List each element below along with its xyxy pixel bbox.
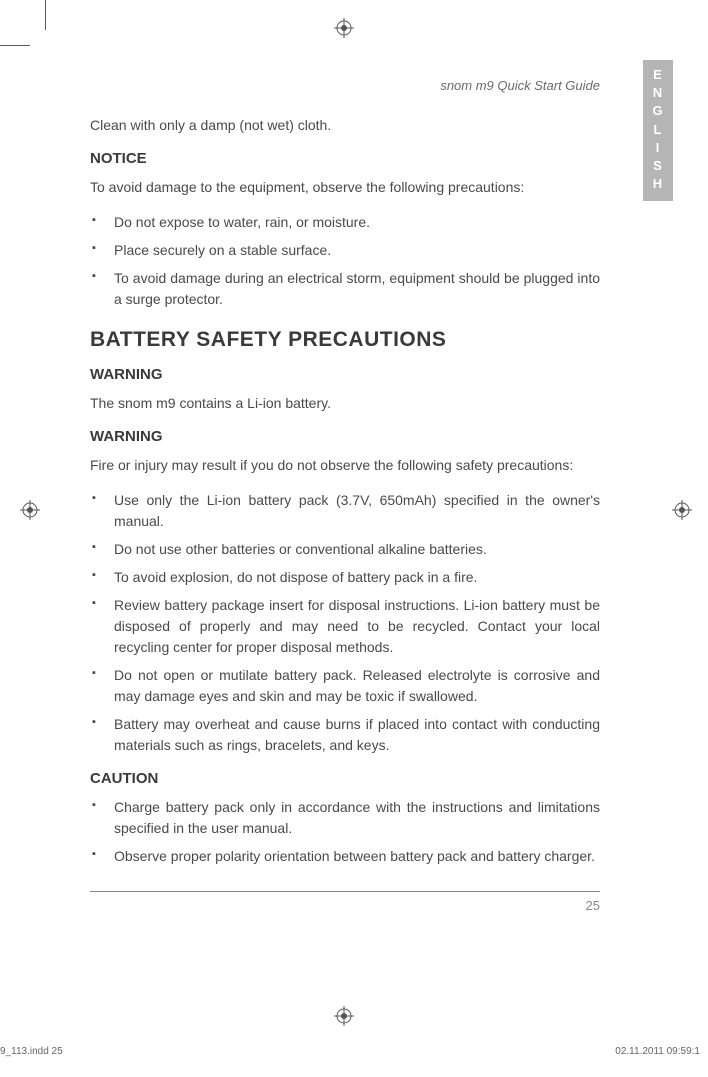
registration-mark-icon	[334, 1006, 354, 1026]
warning2-heading: WARNING	[90, 428, 600, 445]
list-item: Do not expose to water, rain, or moistur…	[90, 212, 600, 233]
notice-list: Do not expose to water, rain, or moistur…	[90, 212, 600, 310]
list-item: To avoid damage during an electrical sto…	[90, 268, 600, 310]
registration-mark-icon	[20, 500, 40, 520]
language-tab-letter: G	[643, 102, 673, 120]
registration-mark-icon	[672, 500, 692, 520]
list-item: Battery may overheat and cause burns if …	[90, 714, 600, 756]
language-tab-letter: E	[643, 66, 673, 84]
page-content: snom m9 Quick Start Guide Clean with onl…	[90, 78, 600, 913]
indd-timestamp: 02.11.2011 09:59:1	[615, 1046, 700, 1057]
list-item: Review battery package insert for dispos…	[90, 595, 600, 658]
document-title: snom m9 Quick Start Guide	[90, 78, 600, 93]
footer-rule	[90, 891, 600, 892]
registration-mark-icon	[334, 18, 354, 38]
language-tab-letter: N	[643, 84, 673, 102]
warning1-text: The snom m9 contains a Li-ion battery.	[90, 393, 600, 414]
notice-lead: To avoid damage to the equipment, observ…	[90, 177, 600, 198]
language-tab-letter: L	[643, 121, 673, 139]
indd-filename: 9_113.indd 25	[0, 1046, 63, 1057]
list-item: To avoid explosion, do not dispose of ba…	[90, 567, 600, 588]
list-item: Use only the Li-ion battery pack (3.7V, …	[90, 490, 600, 532]
notice-heading: NOTICE	[90, 150, 600, 167]
battery-heading: BATTERY SAFETY PRECAUTIONS	[90, 328, 600, 352]
caution-list: Charge battery pack only in accordance w…	[90, 797, 600, 867]
list-item: Place securely on a stable surface.	[90, 240, 600, 261]
warning1-heading: WARNING	[90, 366, 600, 383]
warning2-lead: Fire or injury may result if you do not …	[90, 455, 600, 476]
list-item: Observe proper polarity orientation betw…	[90, 846, 600, 867]
list-item: Do not open or mutilate battery pack. Re…	[90, 665, 600, 707]
language-tab-letter: I	[643, 139, 673, 157]
warning2-list: Use only the Li-ion battery pack (3.7V, …	[90, 490, 600, 756]
page-number: 25	[90, 898, 600, 913]
list-item: Do not use other batteries or convention…	[90, 539, 600, 560]
language-tab-letter: S	[643, 157, 673, 175]
language-tab-letter: H	[643, 175, 673, 193]
list-item: Charge battery pack only in accordance w…	[90, 797, 600, 839]
language-tab: E N G L I S H	[643, 60, 673, 201]
caution-heading: CAUTION	[90, 770, 600, 787]
intro-text: Clean with only a damp (not wet) cloth.	[90, 115, 600, 136]
